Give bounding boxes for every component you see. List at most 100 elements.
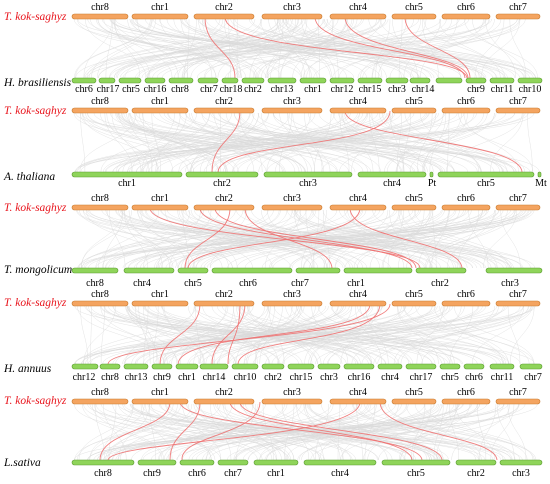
top-chromosome (194, 108, 254, 113)
bottom-chromosome-label: Mt (535, 178, 547, 189)
bottom-chromosome (264, 172, 352, 177)
bottom-chromosome-label: chr14 (203, 372, 226, 383)
bottom-chromosome-label: chr1 (178, 372, 196, 383)
top-chromosome (496, 108, 540, 113)
bottom-chromosome (358, 78, 382, 83)
bottom-chromosome-label: chr3 (501, 278, 519, 289)
bottom-chromosome (124, 364, 148, 369)
ref-species-label: T. kok-saghyz (4, 11, 67, 23)
ref-species-label: T. kok-saghyz (4, 105, 67, 117)
top-chromosome (330, 399, 386, 404)
top-chromosome-label: chr4 (349, 2, 367, 13)
bottom-chromosome-row (72, 364, 542, 369)
bottom-chromosome-label: chr17 (410, 372, 433, 383)
bottom-chromosome-label: chr12 (331, 84, 354, 95)
bottom-chromosome (268, 78, 296, 83)
top-chromosome (194, 301, 254, 306)
top-chromosome-label: chr2 (215, 193, 233, 204)
bottom-chromosome-label: chr15 (359, 84, 382, 95)
bottom-chromosome (500, 460, 542, 465)
top-chromosome (72, 108, 128, 113)
top-chromosome-label: chr6 (457, 96, 475, 107)
top-chromosome-label: chr1 (151, 193, 169, 204)
panel-h-annuus: T. kok-saghyz H. annuus chr8 chr1 chr2 c… (3, 289, 542, 383)
top-chromosome (496, 205, 540, 210)
bottom-chromosome-label: chr4 (381, 372, 399, 383)
top-chromosome-label: chr6 (457, 2, 475, 13)
top-chromosome (330, 205, 386, 210)
top-chromosome (194, 399, 254, 404)
bottom-chromosome (124, 268, 174, 273)
background-link (387, 113, 487, 172)
bottom-chromosome (464, 364, 484, 369)
top-chromosome-label: chr4 (349, 96, 367, 107)
background-links (75, 306, 536, 364)
bottom-chromosome-label: chr13 (271, 84, 294, 95)
ref-species-label: T. kok-saghyz (4, 202, 67, 214)
top-chromosome-label: chr8 (91, 289, 109, 300)
background-link (420, 19, 457, 78)
bottom-chromosome-label: chr16 (348, 372, 371, 383)
bottom-chromosome (198, 78, 218, 83)
top-chromosome-label: chr8 (91, 96, 109, 107)
top-chromosome (496, 301, 540, 306)
top-chromosome (72, 205, 128, 210)
bottom-chromosome (72, 78, 96, 83)
background-link (84, 19, 112, 78)
background-link (82, 404, 162, 460)
top-chromosome (72, 14, 128, 19)
bottom-chromosome-label: chr4 (331, 468, 349, 479)
bottom-chromosome (406, 364, 436, 369)
top-chromosome (442, 205, 490, 210)
bottom-chromosome (200, 364, 228, 369)
species-label: H. annuus (3, 363, 52, 375)
bottom-chromosome-label: chr4 (383, 178, 401, 189)
top-chromosome (392, 399, 436, 404)
top-chromosome-row (72, 14, 540, 19)
bottom-chromosome (386, 78, 408, 83)
top-chromosome (330, 108, 386, 113)
bottom-chromosome-label: chr7 (224, 468, 242, 479)
bottom-chromosome-label: chr5 (441, 372, 459, 383)
bottom-chromosome (490, 78, 514, 83)
bottom-chromosome (212, 268, 292, 273)
bottom-chromosome-label: chr2 (467, 468, 485, 479)
bottom-chromosome-label: chr1 (267, 468, 285, 479)
bottom-chromosome-label: chr15 (290, 372, 313, 383)
background-link (433, 210, 436, 268)
top-chromosome-label: chr6 (457, 289, 475, 300)
bottom-chromosome (344, 364, 374, 369)
top-chromosome (392, 14, 436, 19)
background-link (109, 210, 125, 268)
ref-species-label: T. kok-saghyz (4, 297, 67, 309)
bottom-chromosome-label: chr12 (73, 372, 96, 383)
top-chromosome-label: chr7 (509, 289, 527, 300)
bottom-chromosome-label: chr14 (412, 84, 435, 95)
bottom-chromosome-row (72, 78, 542, 83)
bottom-chromosome (344, 268, 412, 273)
top-chromosome (132, 301, 188, 306)
top-chromosome-label: chr5 (405, 96, 423, 107)
bottom-chromosome (440, 364, 460, 369)
top-chromosome-label: chr1 (151, 387, 169, 398)
bottom-chromosome (538, 172, 541, 177)
bottom-chromosome (296, 268, 340, 273)
bottom-chromosome-label: chr1 (118, 178, 136, 189)
top-chromosome (194, 205, 254, 210)
species-label: A. thaliana (3, 171, 55, 183)
top-chromosome (392, 205, 436, 210)
bottom-chromosome-label: chr9 (467, 84, 485, 95)
bottom-chromosome-label: chr2 (264, 372, 282, 383)
bottom-chromosome (242, 78, 264, 83)
bottom-chromosome-label: chr8 (94, 468, 112, 479)
bottom-chromosome-label: chr5 (184, 278, 202, 289)
species-label: T. mongolicum (4, 264, 72, 276)
top-chromosome-label: chr5 (405, 289, 423, 300)
bottom-chromosome (438, 172, 534, 177)
background-links (74, 113, 539, 172)
background-links (76, 210, 534, 268)
bottom-chromosome (169, 78, 193, 83)
top-chromosome (72, 399, 128, 404)
top-chromosome (194, 14, 254, 19)
bottom-chromosome-label: chr2 (213, 178, 231, 189)
